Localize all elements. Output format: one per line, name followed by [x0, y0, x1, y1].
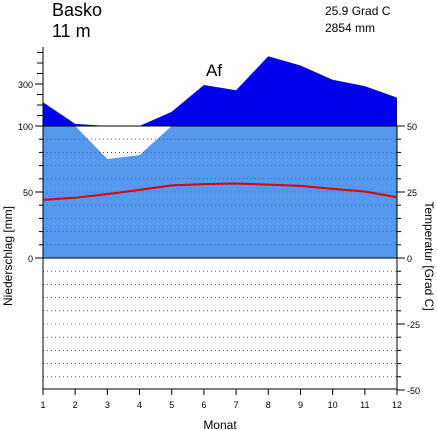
x-tick-label: 3 [105, 400, 110, 410]
x-tick-label: 10 [328, 400, 338, 410]
x-tick-label: 8 [266, 400, 271, 410]
temp-tick-label: 0 [407, 254, 412, 264]
x-tick-label: 5 [169, 400, 174, 410]
x-tick-label: 11 [360, 400, 369, 410]
temp-tick-label: -50 [407, 386, 420, 396]
x-axis-label: Monat [203, 418, 237, 430]
temperature-line [42, 182, 398, 201]
right-axis-label: Temperatur [Grad C] [422, 201, 436, 310]
x-tick-label: 9 [298, 400, 303, 410]
precip-tick-label: 50 [23, 188, 33, 198]
mean-temperature: 25.9 Grad C [325, 4, 391, 18]
left-axis-label: Niederschlag [mm] [1, 206, 15, 306]
temp-tick-label: 25 [407, 188, 417, 198]
station-name: Basko [52, 0, 102, 20]
precip-tick-label: 0 [28, 254, 33, 264]
x-tick-label: 12 [392, 400, 402, 410]
station-elevation: 11 m [52, 21, 91, 41]
precip-tick-label: 300 [18, 80, 33, 90]
temp-tick-label: 50 [407, 122, 417, 132]
x-tick-label: 1 [40, 400, 45, 410]
x-tick-label: 2 [73, 400, 78, 410]
x-tick-label: 7 [234, 400, 239, 410]
annual-precipitation: 2854 mm [325, 21, 375, 35]
temp-tick-label: -25 [407, 320, 420, 330]
x-tick-label: 4 [137, 400, 142, 410]
humid-area [43, 56, 397, 126]
climate-class: Af [206, 61, 222, 80]
x-tick-label: 6 [201, 400, 206, 410]
precip-tick-label: 100 [18, 122, 33, 132]
